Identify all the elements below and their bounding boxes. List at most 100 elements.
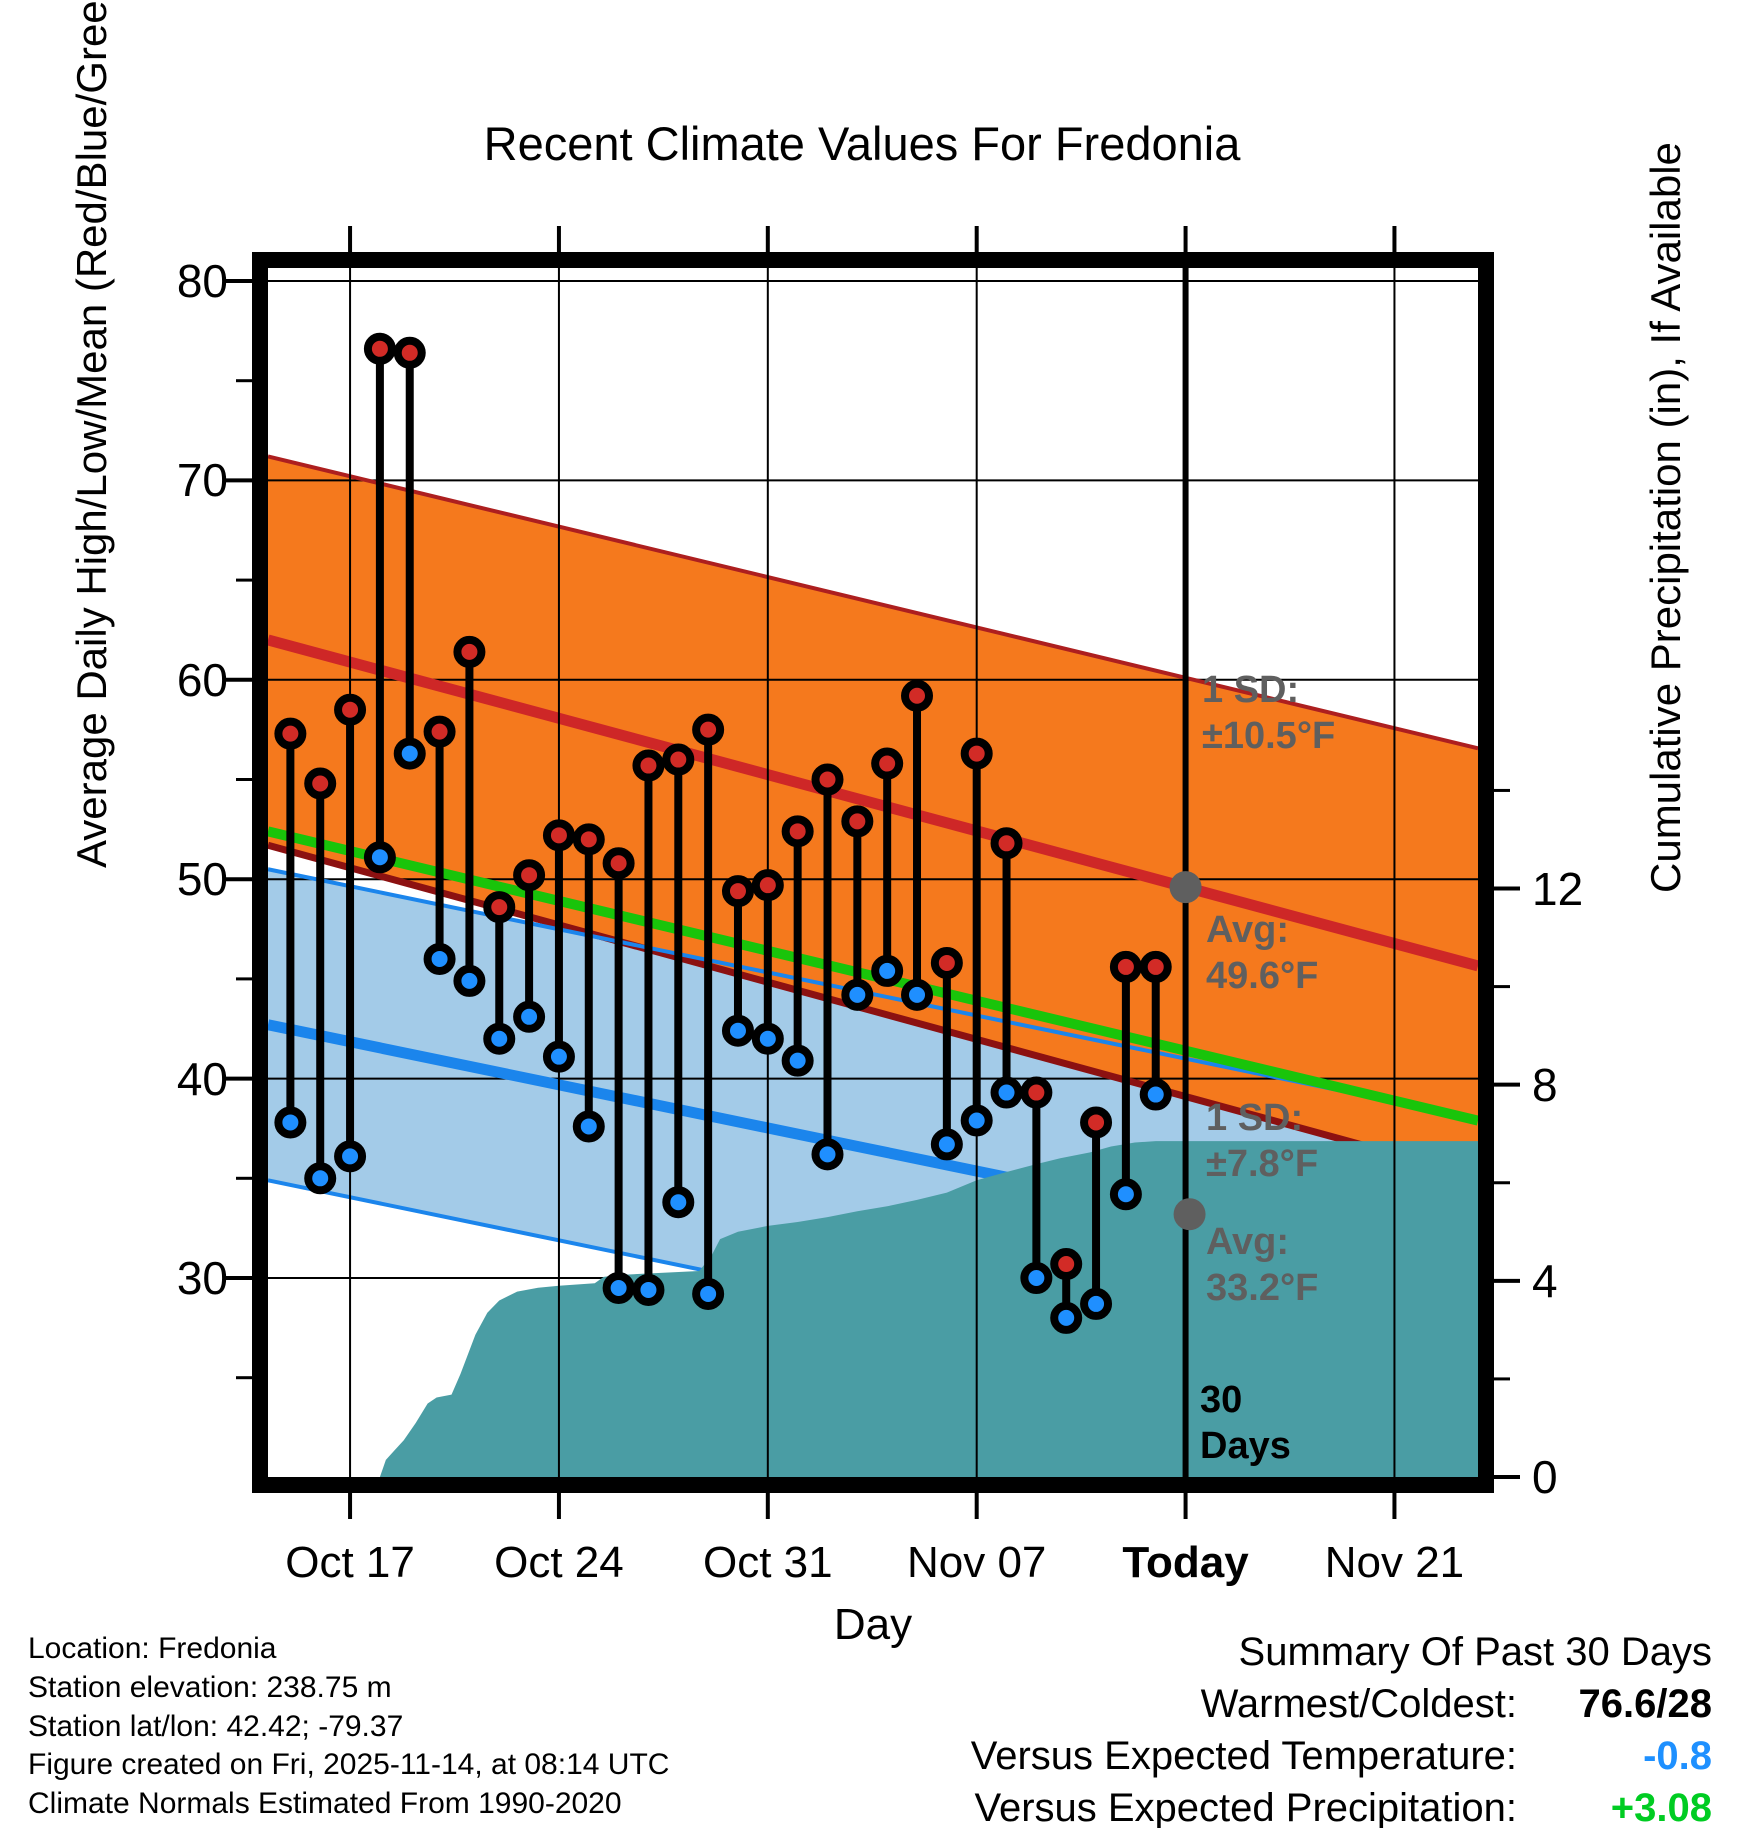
daily-low-dot (721, 1014, 754, 1047)
daily-low-dot (334, 1140, 367, 1173)
daily-high-dot (304, 767, 337, 800)
daily-high-dot (751, 869, 784, 902)
daily-high-dot (1080, 1106, 1113, 1139)
daily-high-dot (781, 815, 814, 848)
y-right-tick-label-0: 0 (1532, 1451, 1558, 1503)
avg-high-marker (1169, 871, 1202, 904)
daily-low-dot (483, 1022, 516, 1055)
annotation-high-avg: Avg: 49.6°F (1206, 909, 1319, 997)
daily-low-dot (811, 1138, 844, 1171)
daily-low-dot (901, 978, 934, 1011)
y-right-tick-label-8: 8 (1532, 1058, 1558, 1111)
daily-low-dot (572, 1110, 605, 1143)
daily-low-dot (781, 1044, 814, 1077)
plot-border (252, 252, 1494, 1493)
daily-high-dot (841, 805, 874, 838)
daily-low-dot (960, 1104, 993, 1137)
station-info-line: Location: Fredonia (28, 1632, 277, 1665)
daily-low-dot (274, 1106, 307, 1139)
y-left-tick-label-50: 50 (176, 853, 228, 906)
summary-value: 76.6/28 (1578, 1682, 1712, 1726)
annotation-low-avg: Avg: 33.2°F (1206, 1221, 1319, 1309)
daily-high-dot (513, 859, 546, 892)
x-tick-label-today: Today (1122, 1538, 1249, 1587)
x-tick-label-oct-17: Oct 17 (285, 1538, 415, 1587)
daily-high-dot (871, 747, 904, 780)
daily-high-dot (602, 847, 635, 880)
station-info: Location: Fredonia Station elevation: 23… (28, 1630, 669, 1824)
daily-low-dot (393, 737, 426, 770)
daily-high-dot (632, 749, 665, 782)
y-left-tick-label-40: 40 (176, 1052, 228, 1105)
daily-low-dot (871, 954, 904, 987)
daily-low-dot (423, 942, 456, 975)
cumulative-precip-area (379, 1141, 1478, 1477)
daily-high-dot (453, 635, 486, 668)
daily-high-dot (572, 823, 605, 856)
daily-low-dot (304, 1162, 337, 1195)
daily-high-dot (1050, 1248, 1083, 1281)
daily-low-dot (542, 1040, 575, 1073)
x-tick-label-oct-24: Oct 24 (494, 1538, 624, 1587)
summary-row-label: Versus Expected Precipitation: (974, 1786, 1517, 1828)
summary-title: Summary Of Past 30 Days (1238, 1630, 1712, 1674)
station-info-line: Station lat/lon: 42.42; -79.37 (28, 1709, 404, 1743)
daily-high-dot (1109, 950, 1142, 983)
daily-high-dot (483, 891, 516, 924)
daily-low-dot (692, 1277, 725, 1310)
daily-low-dot (841, 978, 874, 1011)
page-title: Recent Climate Values For Fredonia (483, 117, 1241, 170)
daily-low-dot (1020, 1262, 1053, 1294)
y-right-tick-label-4: 4 (1532, 1254, 1558, 1307)
daily-high-dot (811, 763, 844, 796)
daily-low-dot (363, 841, 396, 874)
daily-low-dot (453, 964, 486, 997)
summary-title-row: Summary Of Past 30 Days (971, 1626, 1712, 1678)
avg-low-marker (1173, 1198, 1206, 1231)
annotation-high-sd: 1 SD: ±10.5°F (1202, 669, 1336, 757)
x-tick-label-oct-31: Oct 31 (703, 1538, 833, 1587)
station-info-line: Station elevation: 238.75 m (28, 1670, 392, 1704)
daily-high-dot (990, 827, 1023, 860)
daily-low-dot (1050, 1301, 1083, 1334)
daily-low-dot (632, 1273, 665, 1306)
station-info-line: Figure created on Fri, 2025-11-14, at 08… (28, 1748, 670, 1782)
daily-high-dot (692, 713, 725, 746)
daily-low-dot (990, 1076, 1023, 1109)
summary-value: -0.8 (1643, 1734, 1712, 1778)
annotation-30-days: 30 Days (1200, 1379, 1291, 1467)
y-left-tick-label-30: 30 (176, 1252, 228, 1304)
daily-low-dot (1139, 1078, 1172, 1111)
y-left-tick-label-80: 80 (176, 255, 228, 307)
daily-high-dot (274, 717, 307, 750)
daily-high-dot (542, 819, 575, 852)
daily-low-dot (513, 1000, 546, 1033)
summary-row: Versus Expected Precipitation: +3.08 (971, 1782, 1712, 1828)
daily-low-dot (662, 1186, 695, 1219)
daily-low-dot (602, 1271, 635, 1304)
daily-low-dot (1080, 1287, 1113, 1320)
summary-row: Versus Expected Temperature: -0.8 (971, 1730, 1712, 1782)
x-axis-label: Day (833, 1600, 913, 1649)
summary-row: Warmest/Coldest: 76.6/28 (971, 1678, 1712, 1730)
daily-high-dot (721, 875, 754, 908)
daily-high-dot (1139, 950, 1172, 983)
daily-low-dot (1109, 1178, 1142, 1211)
daily-high-dot (662, 743, 695, 776)
y-right-tick-label-12: 12 (1532, 862, 1584, 915)
daily-high-dot (334, 693, 367, 726)
daily-high-dot (363, 332, 396, 365)
y-left-tick-label-60: 60 (176, 653, 228, 706)
high-plus-1sd-line (267, 454, 1479, 751)
daily-high-dot (423, 715, 456, 748)
annotation-low-sd: 1 SD: ±7.8°F (1206, 1097, 1319, 1185)
y-left-tick-label-70: 70 (176, 454, 228, 507)
station-info-line: Climate Normals Estimated From 1990-2020 (28, 1787, 622, 1821)
daily-high-dot (901, 679, 934, 712)
summary-value: +3.08 (1610, 1786, 1712, 1828)
daily-high-dot (1020, 1076, 1053, 1109)
daily-high-dot (960, 737, 993, 770)
summary-row-label: Versus Expected Temperature: (970, 1734, 1517, 1778)
